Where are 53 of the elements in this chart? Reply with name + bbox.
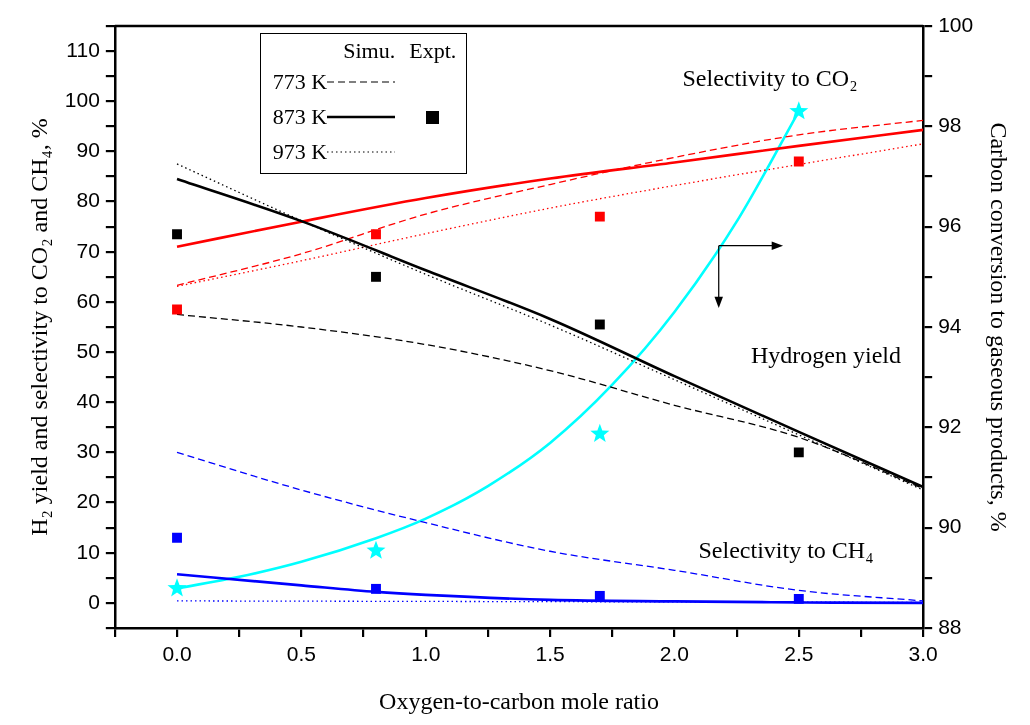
legend-label: 973 K [272,138,328,166]
point [371,583,381,594]
y2-tick-label: 92 [938,414,962,438]
x-axis-title: Oxygen-to-carbon mole ratio [379,687,659,714]
point [172,532,182,543]
y2-tick-label: 88 [938,614,962,638]
legend-title: Simu. [342,38,396,64]
point [167,578,187,597]
point [371,229,381,240]
y-tick-label: 110 [66,37,100,61]
point [594,211,605,222]
legend-label: 873 K [272,103,328,131]
y2-tick-label: 96 [938,213,962,237]
point [590,423,610,442]
y-tick-label: 0 [88,589,100,613]
x-tick-label: 3.0 [908,642,938,666]
point [594,590,605,601]
point [793,447,804,458]
y-tick-label: 70 [76,238,100,262]
point [172,304,182,315]
x-tick-label: 1.0 [411,642,441,666]
legend-label: 773 K [272,68,328,96]
x-tick-label: 2.0 [659,642,690,666]
annotation: Selectivity to CO₂ [682,65,858,92]
y2-tick-label: 100 [938,12,974,36]
point [793,593,804,604]
y-tick-label: 20 [76,489,100,513]
point [793,156,804,167]
y2-tick-label: 98 [938,113,962,137]
x-tick-label: 1.5 [535,642,565,666]
y-tick-label: 50 [76,338,100,362]
x-tick-label: 0.5 [286,642,316,666]
y-tick-label: 40 [76,389,100,413]
point [366,540,386,559]
y2-tick-label: 90 [938,514,962,538]
point [594,319,605,330]
x-tick-label: 2.5 [784,642,814,666]
y2-axis-title: Carbon conversion to gaseous products, % [986,122,1013,532]
y-tick-label: 90 [76,138,100,162]
annotation: Hydrogen yield [751,342,901,369]
point [789,101,809,120]
y-axis-title: H₂ yield and selectivity to CO₂ and CH₄, % [25,118,52,536]
annotation: Expt. [408,38,457,64]
y-tick-label: 30 [76,439,100,463]
y2-tick-label: 94 [938,313,962,337]
point [172,229,182,240]
x-tick-label: 0.0 [162,642,192,666]
y-tick-label: 80 [76,188,100,212]
annotation: Selectivity to CH₄ [698,537,874,564]
y-tick-label: 60 [76,288,100,312]
point [371,271,381,282]
y-tick-label: 100 [64,88,100,112]
y-tick-label: 10 [76,539,100,563]
